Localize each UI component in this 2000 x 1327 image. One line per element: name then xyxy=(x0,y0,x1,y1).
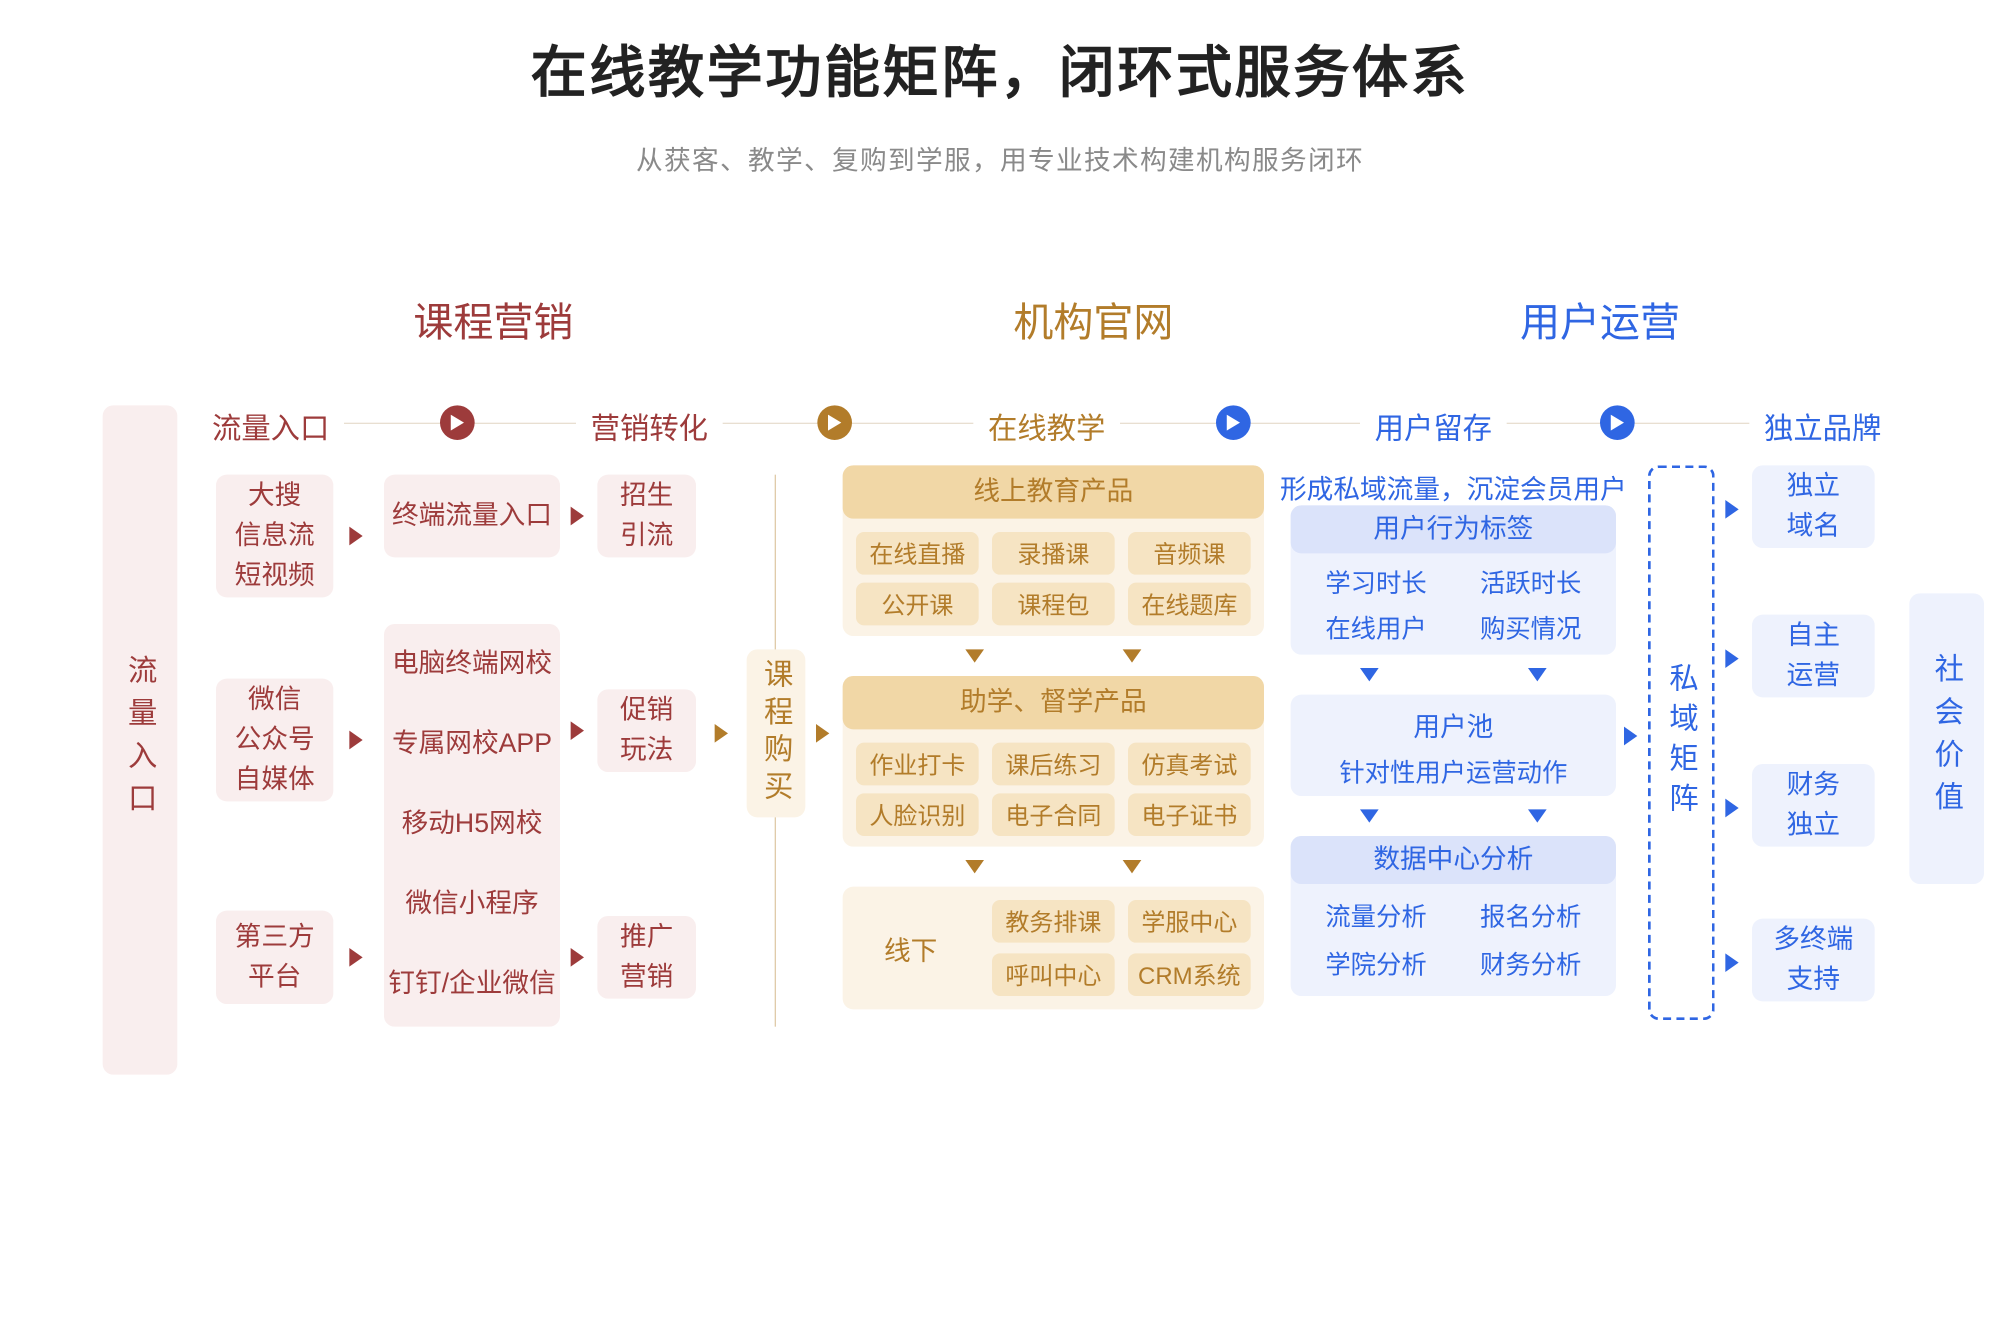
online-group-header: 线上教育产品 xyxy=(843,465,1264,518)
brand-box: 多终端 支持 xyxy=(1752,919,1875,1002)
purchase-rail: 课程购买 xyxy=(747,649,806,817)
analytics-header: 数据中心分析 xyxy=(1291,836,1616,884)
source-box: 大搜 信息流 短视频 xyxy=(216,475,333,598)
diagram-canvas: 课程营销 机构官网 用户运营 流量入口 营销转化 在线教学 用户留存 独立品牌 … xyxy=(0,28,2000,1327)
caret-icon xyxy=(1624,727,1637,746)
subhdr-convert: 营销转化 xyxy=(576,405,723,448)
analytics-item: 报名分析 xyxy=(1459,897,1603,933)
caret-down-icon xyxy=(1123,649,1142,662)
teach-item: 音频课 xyxy=(1128,532,1251,575)
pool-header: 用户池 xyxy=(1291,708,1616,748)
private-rail: 私域矩阵 xyxy=(1648,465,1715,1020)
teach-item: 在线直播 xyxy=(856,532,979,575)
caret-icon xyxy=(816,724,829,743)
teach-item: 录播课 xyxy=(992,532,1115,575)
caret-down-icon xyxy=(1360,668,1379,681)
pool-sub: 针对性用户运营动作 xyxy=(1291,756,1616,794)
caret-icon xyxy=(1725,799,1738,818)
caret-down-icon xyxy=(965,649,984,662)
terminal-item: 电脑终端网校 xyxy=(384,624,560,704)
caret-down-icon xyxy=(1528,809,1547,822)
analytics-item: 学院分析 xyxy=(1304,945,1448,981)
play-icon xyxy=(440,405,475,440)
source-box: 微信 公众号 自媒体 xyxy=(216,679,333,802)
teach-item: 公开课 xyxy=(856,583,979,626)
terminal-header: 终端流量入口 xyxy=(384,475,560,558)
tag-item: 在线用户 xyxy=(1304,609,1448,645)
subhdr-brand: 独立品牌 xyxy=(1749,405,1896,448)
pool-group: 用户池 针对性用户运营动作 xyxy=(1291,695,1616,796)
teach-item: 呼叫中心 xyxy=(992,953,1115,996)
ops-top-note: 形成私域流量，沉淀会员用户 xyxy=(1280,468,1627,507)
section-site: 机构官网 xyxy=(960,289,1227,348)
tag-item: 购买情况 xyxy=(1459,609,1603,645)
brand-box: 自主 运营 xyxy=(1752,615,1875,698)
caret-down-icon xyxy=(1360,809,1379,822)
tag-item: 学习时长 xyxy=(1304,564,1448,600)
right-rail: 社会价值 xyxy=(1909,593,1984,884)
section-ops: 用户运营 xyxy=(1467,289,1734,348)
source-box: 第三方 平台 xyxy=(216,911,333,1004)
teach-item: 课后练习 xyxy=(992,743,1115,786)
teach-item: 仿真考试 xyxy=(1128,743,1251,786)
tags-header: 用户行为标签 xyxy=(1291,505,1616,553)
brand-box: 财务 独立 xyxy=(1752,764,1875,847)
convert-box: 招生 引流 xyxy=(597,475,696,558)
terminal-item: 钉钉/企业微信 xyxy=(384,944,560,1024)
caret-icon xyxy=(349,731,362,750)
caret-down-icon xyxy=(965,860,984,873)
teach-item: 教务排课 xyxy=(992,900,1115,943)
caret-down-icon xyxy=(1123,860,1142,873)
analytics-item: 财务分析 xyxy=(1459,945,1603,981)
assist-group-header: 助学、督学产品 xyxy=(843,676,1264,729)
caret-icon xyxy=(571,948,584,967)
teach-item: 电子证书 xyxy=(1128,793,1251,836)
subhdr-retain: 用户留存 xyxy=(1360,405,1507,448)
terminal-item: 移动H5网校 xyxy=(384,784,560,864)
play-icon xyxy=(1216,405,1251,440)
caret-icon xyxy=(349,948,362,967)
teach-item: CRM系统 xyxy=(1128,953,1251,996)
tag-item: 活跃时长 xyxy=(1459,564,1603,600)
teach-item: 作业打卡 xyxy=(856,743,979,786)
teach-item: 在线题库 xyxy=(1128,583,1251,626)
terminal-item: 微信小程序 xyxy=(384,864,560,944)
offline-label: 线下 xyxy=(843,887,979,1010)
section-marketing: 课程营销 xyxy=(360,289,627,348)
subhdr-teach: 在线教学 xyxy=(973,405,1120,448)
left-rail: 流量入口 xyxy=(103,405,178,1074)
caret-icon xyxy=(571,721,584,740)
terminals-container: 电脑终端网校 专属网校APP 移动H5网校 微信小程序 钉钉/企业微信 xyxy=(384,624,560,1027)
teach-item: 电子合同 xyxy=(992,793,1115,836)
caret-down-icon xyxy=(1528,668,1547,681)
caret-icon xyxy=(715,724,728,743)
convert-box: 促销 玩法 xyxy=(597,689,696,772)
teach-item: 课程包 xyxy=(992,583,1115,626)
caret-icon xyxy=(571,507,584,526)
caret-icon xyxy=(1725,953,1738,972)
terminal-item: 专属网校APP xyxy=(384,704,560,784)
teach-item: 人脸识别 xyxy=(856,793,979,836)
caret-icon xyxy=(1725,649,1738,668)
brand-box: 独立 域名 xyxy=(1752,465,1875,548)
subhdr-traffic: 流量入口 xyxy=(197,405,344,448)
caret-icon xyxy=(1725,500,1738,519)
play-icon xyxy=(1600,405,1635,440)
teach-item: 学服中心 xyxy=(1128,900,1251,943)
caret-icon xyxy=(349,527,362,546)
convert-box: 推广 营销 xyxy=(597,916,696,999)
analytics-item: 流量分析 xyxy=(1304,897,1448,933)
play-icon xyxy=(817,405,852,440)
